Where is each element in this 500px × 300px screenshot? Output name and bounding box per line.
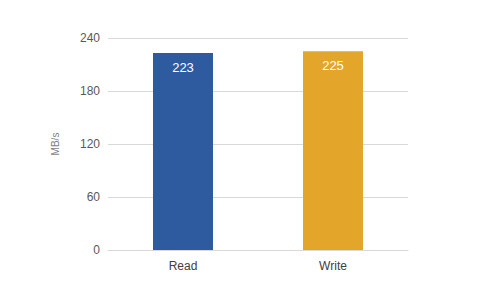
- svg-text:60: 60: [87, 190, 101, 204]
- svg-text:0: 0: [93, 243, 100, 257]
- svg-text:180: 180: [80, 84, 100, 98]
- svg-text:120: 120: [80, 137, 100, 151]
- svg-text:Write: Write: [319, 259, 347, 273]
- svg-text:Read: Read: [169, 259, 198, 273]
- svg-text:240: 240: [80, 31, 100, 45]
- svg-text:223: 223: [172, 60, 194, 75]
- svg-text:MB/s: MB/s: [50, 133, 61, 156]
- svg-text:225: 225: [322, 58, 344, 73]
